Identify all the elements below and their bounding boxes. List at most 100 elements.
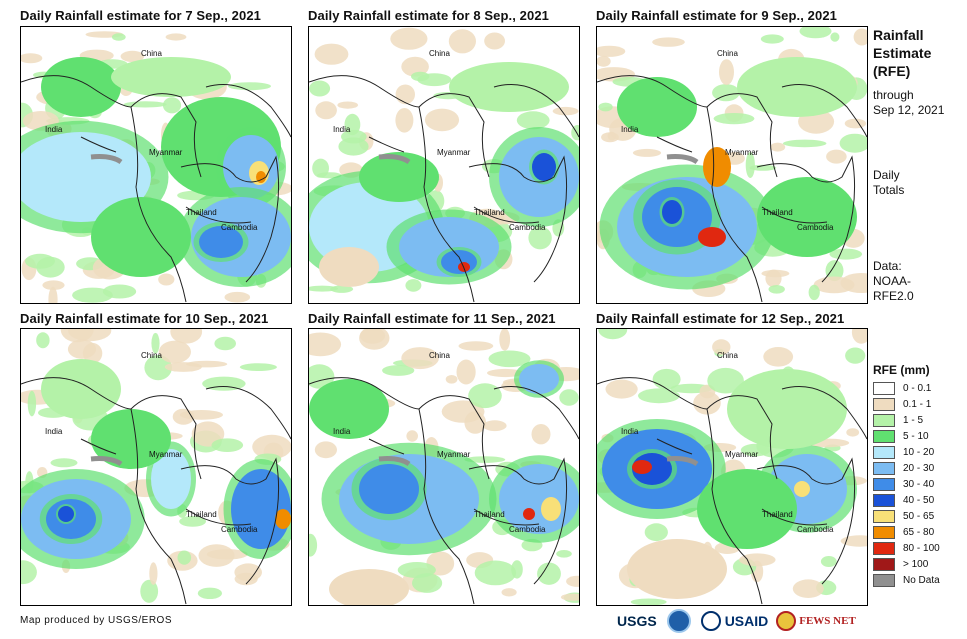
country-label-cambodia: Cambodia	[509, 525, 546, 534]
rainfall-patch	[140, 579, 159, 603]
country-label-cambodia: Cambodia	[221, 223, 258, 232]
legend-label: 20 - 30	[903, 462, 935, 474]
through-line-2: Sep 12, 2021	[873, 103, 945, 117]
rainfall-cell	[275, 509, 291, 529]
rainfall-patch	[412, 573, 443, 593]
rainfall-map-sep-9: China India Myanmar Thailand Cambodia	[596, 26, 868, 304]
rainfall-map-sep-11: China India Myanmar Thailand Cambodia	[308, 328, 580, 606]
heading-line-3: (RFE)	[873, 63, 911, 79]
no-data-area	[378, 154, 411, 165]
no-data-area	[90, 456, 123, 467]
rainfall-patch	[72, 287, 113, 303]
legend-row: 20 - 30	[873, 460, 940, 476]
rainfall-cell	[698, 227, 726, 247]
country-label-china: China	[141, 351, 162, 360]
country-label-india: India	[45, 427, 63, 436]
rainfall-patch	[177, 550, 192, 565]
panel-title-4: Daily Rainfall estimate for 10 Sep., 202…	[20, 311, 269, 326]
rainfall-patch	[763, 347, 794, 367]
rainfall-patch	[48, 286, 58, 303]
legend-label: 0 - 0.1	[903, 382, 932, 394]
country-border	[473, 206, 540, 224]
rainfall-cell	[359, 464, 419, 514]
legend-row: 50 - 65	[873, 508, 940, 524]
rainfall-patch	[309, 533, 318, 557]
country-border	[761, 206, 828, 224]
rainfall-patch	[158, 273, 175, 286]
rainfall-patch	[474, 560, 517, 586]
map-credit: Map produced by USGS/EROS	[20, 615, 173, 626]
rainfall-patch	[820, 556, 837, 567]
rainfall-patch	[840, 273, 867, 293]
rainfall-patch	[395, 84, 415, 105]
country-label-india: India	[621, 427, 639, 436]
rainfall-patch	[164, 362, 202, 372]
country-border	[205, 84, 291, 138]
rainfall-patch	[719, 59, 734, 85]
legend-label: 40 - 50	[903, 494, 935, 506]
totals-line-1: Daily	[873, 168, 900, 182]
legend-label: 1 - 5	[903, 414, 924, 426]
rfe-legend: RFE (mm) 0 - 0.1 0.1 - 1 1 - 5 5 - 10 10 - 2…	[873, 363, 940, 588]
rainfall-patch	[782, 139, 827, 148]
rainfall-cell	[111, 57, 231, 97]
legend-row: 30 - 40	[873, 476, 940, 492]
rainfall-cell	[359, 152, 439, 202]
legend-label: 80 - 100	[903, 542, 940, 554]
rainfall-patch	[390, 27, 428, 50]
rainfall-patch	[464, 456, 506, 463]
country-border	[706, 106, 763, 303]
legend-row: 0 - 0.1	[873, 380, 940, 396]
rainfall-cell	[91, 409, 171, 469]
rainfall-patch	[829, 248, 863, 260]
rainfall-map-sep-10: China India Myanmar Thailand Cambodia	[20, 328, 292, 606]
country-border	[418, 106, 475, 303]
country-label-india: India	[45, 125, 63, 134]
legend-swatch	[873, 509, 895, 523]
country-border	[368, 136, 405, 153]
rainfall-patch	[42, 280, 65, 290]
legend-row: 40 - 50	[873, 492, 940, 508]
country-border	[180, 155, 280, 283]
legend-swatch	[873, 541, 895, 555]
country-label-india: India	[621, 125, 639, 134]
rainfall-cell	[703, 147, 731, 187]
legend-label: 30 - 40	[903, 478, 935, 490]
legend-row: 80 - 100	[873, 540, 940, 556]
country-border	[468, 457, 568, 585]
map-canvas	[597, 27, 867, 303]
country-label-thailand: Thailand	[762, 208, 793, 217]
rainfall-cell	[199, 226, 243, 258]
rainfall-patch	[566, 575, 579, 587]
rainfall-patch	[499, 329, 511, 351]
rainfall-patch	[314, 441, 337, 459]
rainfall-patch	[501, 588, 517, 597]
map-canvas	[309, 27, 579, 303]
fewsnet-logo-icon	[776, 611, 797, 631]
rainfall-patch	[252, 434, 291, 459]
rainfall-patch	[853, 28, 867, 46]
country-border	[756, 155, 856, 283]
country-border	[781, 84, 867, 138]
rainfall-patch	[214, 336, 236, 351]
rainfall-patch	[82, 342, 103, 364]
rainfall-map-sep-8: China India Myanmar Thailand Cambodia	[308, 26, 580, 304]
rainfall-patch	[597, 45, 626, 57]
country-label-myanmar: Myanmar	[437, 450, 471, 459]
rainfall-patch	[424, 108, 460, 132]
rainfall-patch	[179, 516, 207, 527]
rainfall-patch	[484, 32, 505, 50]
data-line-3: RFE2.0	[873, 289, 914, 303]
country-label-thailand: Thailand	[474, 208, 505, 217]
legend-heading: Rainfall Estimate (RFE)	[873, 26, 931, 80]
rainfall-patch	[179, 410, 223, 420]
country-border	[656, 136, 693, 153]
rainfall-patch	[234, 563, 262, 582]
rainfall-cell	[329, 569, 409, 605]
rainfall-patch	[395, 108, 414, 133]
legend-swatch	[873, 381, 895, 395]
country-border	[656, 438, 693, 455]
country-border	[493, 84, 579, 138]
data-source: Data: NOAA- RFE2.0	[873, 259, 914, 304]
usgs-logo: USGS	[617, 613, 657, 629]
